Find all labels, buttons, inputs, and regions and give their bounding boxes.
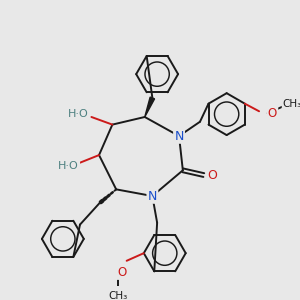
Text: O: O (268, 107, 277, 120)
Text: H·O: H·O (58, 160, 79, 171)
Polygon shape (145, 97, 154, 117)
Text: N: N (148, 190, 157, 202)
Text: N: N (174, 130, 184, 142)
Text: H·O: H·O (68, 109, 88, 119)
Text: O: O (117, 266, 127, 279)
Text: CH₃: CH₃ (283, 99, 300, 109)
Text: O: O (207, 169, 217, 182)
Text: CH₃: CH₃ (109, 291, 128, 300)
